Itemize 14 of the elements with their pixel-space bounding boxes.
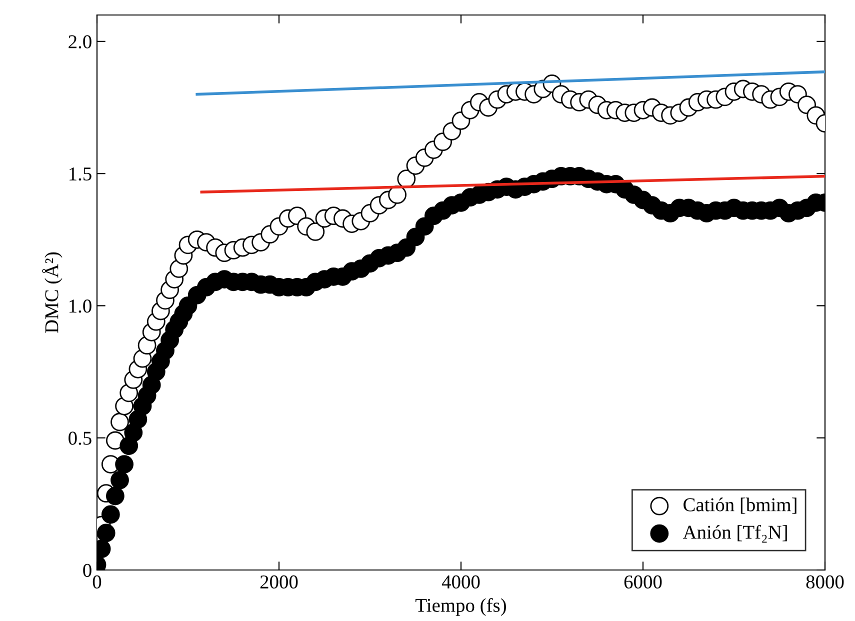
legend-label: Anión [Tf₂N] xyxy=(682,524,787,543)
x-axis-title: Tiempo (fs) xyxy=(416,598,506,616)
x-tick-label: 2000 xyxy=(260,575,298,589)
x-tick-label: 6000 xyxy=(624,575,662,589)
x-tick-label: 4000 xyxy=(442,575,480,589)
x-tick-label: 8000 xyxy=(806,575,844,589)
y-tick-label: 1.0 xyxy=(70,300,92,313)
y-tick-label: 2.0 xyxy=(68,35,92,48)
y-tick-label: 1.5 xyxy=(70,167,92,181)
legend-label: Catión [bmim] xyxy=(684,498,796,514)
x-tick-label: 0 xyxy=(92,575,102,589)
y-tick-label: 0.5 xyxy=(68,432,92,445)
y-axis-title: DMC (Å²) xyxy=(42,252,62,333)
y-tick-label: 0 xyxy=(83,564,92,577)
